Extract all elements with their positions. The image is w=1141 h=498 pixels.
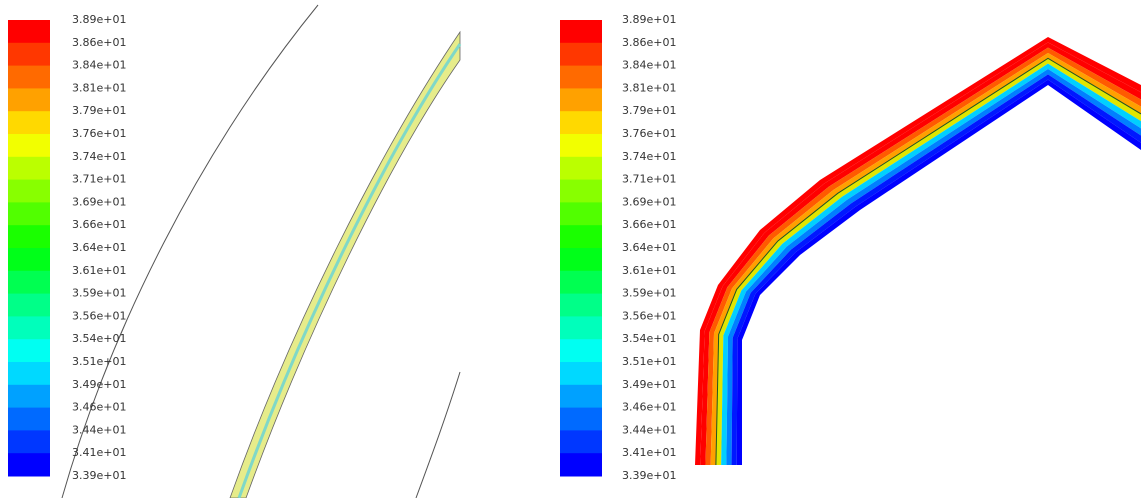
legend-swatch: [560, 384, 602, 409]
legend-swatch: [8, 453, 50, 477]
contour-layer: [721, 63, 1141, 466]
legend-swatch: [8, 293, 50, 317]
legend-swatch: [560, 430, 602, 454]
legend-label: 3.49e+01: [622, 378, 676, 391]
legend-label: 3.86e+01: [622, 36, 676, 49]
contour-layer: [695, 37, 1141, 465]
legend-label: 3.89e+01: [72, 13, 126, 26]
contour-layer: [715, 58, 1141, 465]
legend-label: 3.81e+01: [72, 81, 126, 94]
legend-label: 3.71e+01: [622, 173, 676, 186]
legend-swatch: [8, 316, 50, 340]
legend-label: 3.54e+01: [622, 332, 676, 345]
legend-label: 3.44e+01: [72, 423, 126, 436]
legend-label: 3.39e+01: [72, 469, 126, 482]
legend-swatch: [560, 156, 602, 181]
legend-label: 3.86e+01: [72, 36, 126, 49]
legend-swatch: [560, 179, 602, 203]
legend-label: 3.41e+01: [622, 446, 676, 459]
legend-swatch: [560, 339, 602, 363]
legend-swatch: [560, 111, 602, 135]
contour-layer: [710, 53, 1141, 465]
legend-label: 3.56e+01: [622, 309, 676, 322]
legend-swatch: [8, 179, 50, 203]
legend-label: 3.51e+01: [622, 355, 676, 368]
legend-swatch: [560, 134, 602, 158]
legend-swatch: [560, 248, 602, 272]
legend-label: 3.41e+01: [72, 446, 126, 459]
legend-label: 3.74e+01: [622, 150, 676, 163]
legend-swatch: [560, 20, 602, 44]
legend-label: 3.46e+01: [72, 401, 126, 414]
legend-label: 3.56e+01: [72, 309, 126, 322]
legend-label: 3.59e+01: [622, 287, 676, 300]
legend-label: 3.79e+01: [622, 104, 676, 117]
legend-label: 3.59e+01: [72, 287, 126, 300]
contour-layer: [736, 79, 1141, 466]
legend-swatch: [8, 407, 50, 431]
legend-swatch: [560, 453, 602, 477]
legend-label: 3.39e+01: [622, 469, 676, 482]
legend-swatch: [8, 430, 50, 454]
legend-label: 3.69e+01: [622, 195, 676, 208]
contour-layer: [731, 74, 1141, 465]
legend-swatch: [8, 111, 50, 135]
legend-label: 3.74e+01: [72, 150, 126, 163]
legend-label: 3.81e+01: [622, 81, 676, 94]
legend-swatch: [560, 202, 602, 226]
right-panel: 3.89e+01 3.86e+01 3.84e+01 3.81e+01 3.79e+01…: [560, 13, 1141, 482]
legend-swatch: [560, 65, 602, 89]
legend-label: 3.76e+01: [72, 127, 126, 140]
legend-label: 3.51e+01: [72, 355, 126, 368]
legend-label: 3.64e+01: [72, 241, 126, 254]
legend-swatch: [8, 384, 50, 409]
legend-label: 3.84e+01: [72, 59, 126, 72]
legend-swatch: [8, 339, 50, 363]
legend-swatch: [8, 248, 50, 272]
legend-swatch: [560, 225, 602, 249]
legend-swatch: [560, 362, 602, 386]
legend-label: 3.54e+01: [72, 332, 126, 345]
boundary-line: [415, 371, 461, 498]
contour-layer: [705, 47, 1141, 466]
legend-label: 3.79e+01: [72, 104, 126, 117]
legend-label: 3.71e+01: [72, 173, 126, 186]
legend-swatch: [8, 134, 50, 158]
legend-swatch: [560, 316, 602, 340]
legend-swatch: [8, 270, 50, 295]
legend-swatch: [8, 362, 50, 386]
legend-label: 3.84e+01: [622, 59, 676, 72]
contour-layer: [726, 69, 1141, 465]
legend-swatch: [560, 88, 602, 112]
legend-label: 3.66e+01: [622, 218, 676, 231]
legend-swatch: [560, 407, 602, 431]
legend-swatch: [560, 42, 602, 67]
legend-label: 3.46e+01: [622, 401, 676, 414]
left-panel: 3.89e+01 3.86e+01 3.84e+01 3.81e+01 3.79e+01…: [8, 4, 462, 498]
legend-label: 3.89e+01: [622, 13, 676, 26]
legend-label: 3.61e+01: [622, 264, 676, 277]
legend-swatch: [8, 225, 50, 249]
legend-swatch: [560, 270, 602, 295]
legend-label: 3.69e+01: [72, 195, 126, 208]
legend-label: 3.66e+01: [72, 218, 126, 231]
legend-label: 3.49e+01: [72, 378, 126, 391]
legend-label: 3.61e+01: [72, 264, 126, 277]
legend-swatch: [8, 156, 50, 181]
legend-label: 3.64e+01: [622, 241, 676, 254]
legend-swatch: [560, 293, 602, 317]
legend-swatch: [8, 88, 50, 112]
legend-label: 3.44e+01: [622, 423, 676, 436]
legend-swatch: [8, 20, 50, 44]
legend-swatch: [8, 65, 50, 89]
contour-band-inner: [237, 43, 462, 498]
contour-line: [715, 57, 1141, 466]
boundary-line: [61, 4, 319, 498]
contour-layer: [700, 42, 1141, 465]
legend-swatch: [8, 42, 50, 67]
legend-swatch: [8, 202, 50, 226]
contour-band: [229, 30, 461, 498]
legend-label: 3.76e+01: [622, 127, 676, 140]
